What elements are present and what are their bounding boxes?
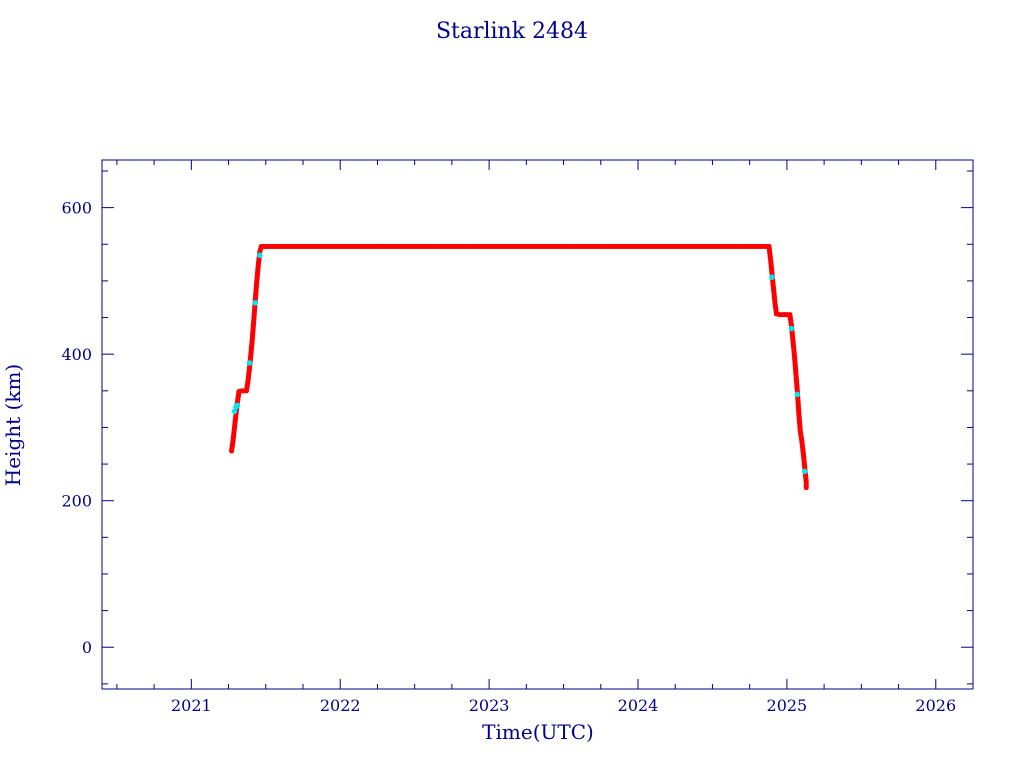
data-point [788, 325, 795, 332]
data-point [794, 391, 801, 398]
data-point [801, 468, 808, 475]
y-tick-label: 200 [61, 492, 92, 511]
data-points [228, 243, 809, 491]
y-tick-label: 400 [61, 345, 92, 364]
data-point [246, 360, 253, 366]
x-tick-label: 2021 [171, 696, 212, 715]
data-point [231, 408, 238, 415]
x-tick-label: 2024 [618, 696, 659, 715]
x-tick-label: 2026 [915, 696, 956, 715]
data-point [257, 252, 263, 259]
y-tick-label: 0 [82, 638, 92, 657]
y-tick-label: 600 [61, 199, 92, 218]
data-point [252, 300, 259, 306]
plot-frame [101, 159, 974, 690]
x-tick-label: 2022 [320, 696, 361, 715]
data-point [234, 402, 241, 409]
chart-title: Starlink 2484 [436, 19, 588, 44]
series-0 [228, 243, 809, 491]
x-tick-label: 2025 [767, 696, 808, 715]
x-axis-label: Time(UTC) [482, 720, 594, 744]
y-axis-label: Height (km) [1, 364, 25, 486]
data-point [769, 274, 775, 281]
tick-labels: 2021 2022 2023 2024 2025 2026 0 200 400 600 [61, 199, 956, 715]
data-point [803, 484, 809, 491]
series-1 [231, 252, 808, 475]
axis-ticks [102, 160, 974, 689]
x-tick-label: 2023 [469, 696, 510, 715]
